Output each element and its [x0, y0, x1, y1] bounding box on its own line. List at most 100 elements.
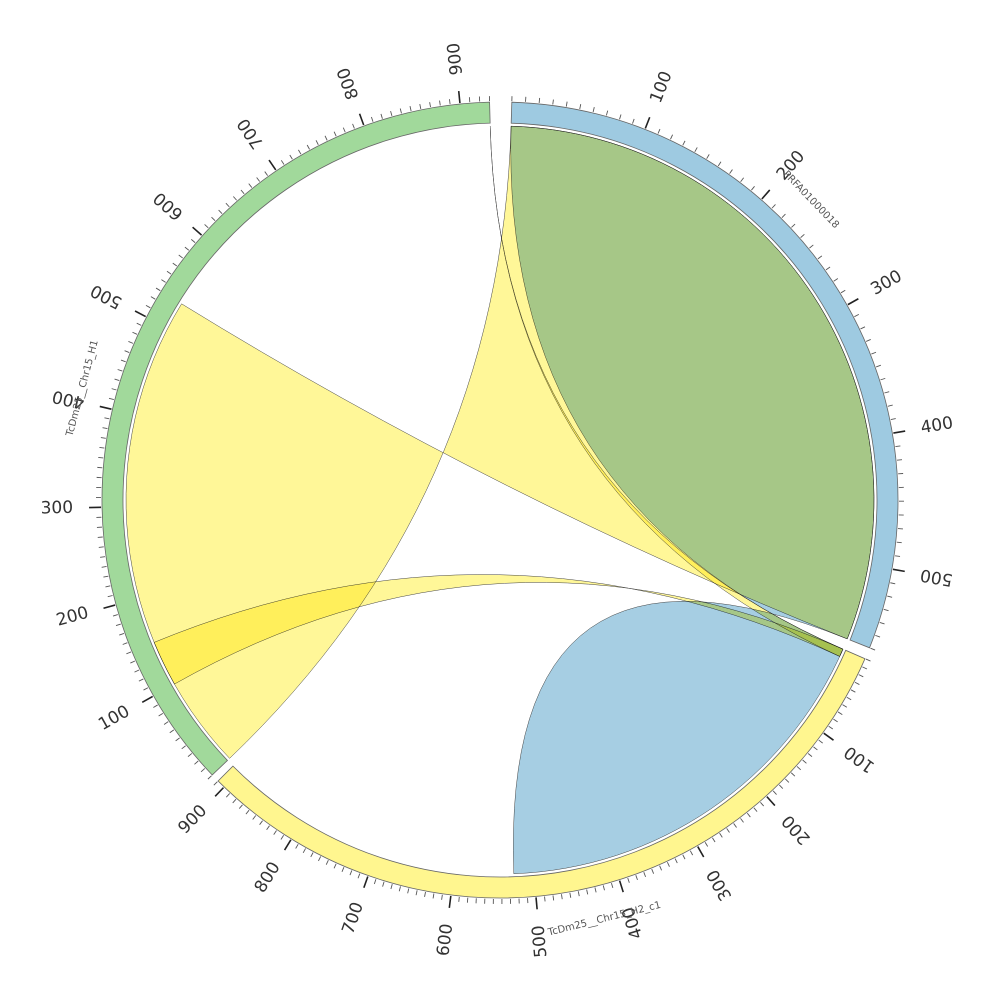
minor-tick [188, 753, 192, 756]
minor-tick [391, 884, 392, 889]
tick-label: 900 [444, 42, 467, 76]
minor-tick [281, 160, 284, 164]
minor-tick [720, 833, 723, 837]
minor-tick [303, 848, 305, 852]
minor-tick [226, 793, 229, 797]
minor-tick [100, 557, 105, 558]
minor-tick [841, 290, 845, 293]
major-tick [364, 876, 368, 887]
major-tick [449, 896, 450, 908]
major-tick [104, 605, 116, 608]
tick-label: 700 [338, 900, 368, 937]
minor-tick [876, 365, 881, 367]
minor-tick [895, 446, 900, 447]
minor-tick [249, 184, 252, 188]
minor-tick [791, 773, 795, 776]
minor-tick [644, 872, 646, 877]
minor-tick [819, 740, 823, 743]
minor-tick [603, 885, 604, 890]
major-tick [135, 311, 146, 317]
minor-tick [239, 805, 242, 809]
minor-tick [125, 351, 130, 353]
minor-tick [135, 670, 140, 672]
major-tick [459, 91, 460, 103]
minor-tick [772, 204, 775, 208]
minor-tick [818, 256, 822, 259]
minor-tick [670, 135, 672, 140]
major-tick [193, 227, 202, 235]
minor-tick [859, 675, 864, 677]
minor-tick [570, 893, 571, 898]
minor-tick [785, 779, 789, 782]
minor-tick [103, 576, 108, 577]
minor-tick [104, 418, 109, 419]
minor-tick [695, 147, 697, 151]
minor-tick [760, 802, 763, 806]
minor-tick [146, 305, 150, 307]
major-tick [767, 797, 775, 806]
minor-tick [307, 145, 309, 149]
minor-tick [233, 197, 236, 201]
minor-tick [730, 170, 733, 174]
minor-tick [636, 875, 638, 880]
minor-tick [374, 879, 376, 884]
minor-tick [281, 835, 284, 839]
minor-tick [433, 893, 434, 898]
minor-tick [870, 648, 875, 650]
minor-tick [561, 894, 562, 899]
minor-tick [440, 101, 441, 106]
minor-tick [884, 609, 889, 610]
minor-tick [126, 652, 131, 654]
minor-tick [801, 234, 805, 237]
minor-tick [153, 705, 157, 708]
minor-tick [442, 895, 443, 900]
minor-tick [416, 890, 417, 895]
minor-tick [179, 255, 183, 258]
minor-tick [683, 141, 685, 145]
minor-tick [611, 883, 612, 888]
major-tick [142, 696, 152, 702]
minor-tick [132, 332, 137, 334]
tick-label: 200 [54, 603, 91, 631]
minor-tick [350, 870, 352, 875]
major-tick [100, 406, 112, 409]
minor-tick [652, 869, 654, 874]
minor-tick [866, 339, 871, 341]
tick-label: 300 [703, 866, 736, 904]
major-tick [762, 190, 770, 199]
minor-tick [212, 217, 216, 221]
minor-tick [620, 115, 621, 120]
minor-tick [890, 583, 895, 584]
minor-tick [871, 352, 876, 354]
minor-tick [139, 679, 143, 681]
major-tick [698, 847, 704, 857]
minor-tick [420, 104, 421, 109]
minor-tick [102, 566, 107, 567]
minor-tick [628, 878, 630, 883]
minor-tick [325, 136, 327, 141]
minor-tick [854, 314, 858, 316]
major-tick [824, 733, 834, 740]
tick-label: 600 [433, 923, 457, 958]
minor-tick [353, 124, 355, 129]
minor-tick [219, 210, 222, 214]
minor-tick [383, 882, 384, 887]
minor-tick [727, 828, 730, 832]
major-tick [536, 897, 537, 909]
major-tick [645, 117, 649, 128]
minor-tick [99, 547, 104, 548]
major-tick [269, 160, 276, 170]
minor-tick [118, 370, 123, 372]
minor-tick [182, 746, 186, 749]
minor-tick [185, 247, 189, 250]
minor-tick [782, 214, 786, 218]
minor-tick [813, 747, 817, 750]
minor-tick [803, 760, 807, 763]
minor-tick [754, 808, 757, 812]
minor-tick [176, 738, 180, 741]
minor-tick [334, 864, 336, 869]
minor-tick [161, 280, 165, 283]
minor-tick [342, 867, 344, 872]
minor-tick [712, 838, 715, 842]
minor-tick [144, 688, 148, 690]
